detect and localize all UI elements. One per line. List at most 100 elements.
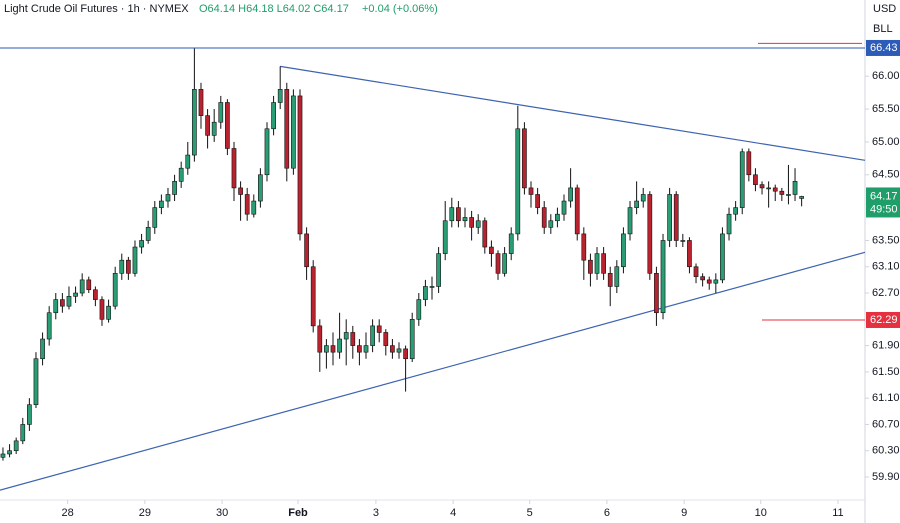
candle-body (73, 292, 78, 297)
candle-body (640, 194, 646, 202)
y-tick-label: 61.10 (872, 392, 900, 404)
candle-body (0, 453, 6, 458)
candle-body (79, 279, 85, 294)
x-tick-label: 5 (527, 507, 533, 519)
candle-body (720, 233, 725, 281)
x-tick-label: 11 (832, 507, 843, 519)
candle-body (766, 187, 771, 190)
x-tick-label: 10 (755, 507, 767, 519)
x-tick-label: 9 (681, 507, 687, 519)
candle-body (733, 207, 738, 215)
y-tick-label: 66.00 (872, 70, 900, 82)
candle-body (291, 95, 296, 169)
candle-body (211, 121, 217, 136)
candle-body (508, 233, 514, 254)
candle-body (739, 151, 745, 208)
candle-body (634, 200, 639, 208)
candle-body (172, 181, 177, 195)
candle-body (469, 217, 474, 228)
candle-body (409, 319, 415, 360)
candle-body (581, 233, 587, 261)
x-tick-label: Feb (288, 507, 308, 519)
candle-body (218, 102, 224, 123)
y-tick-label: 61.50 (872, 366, 900, 378)
candle-body (792, 181, 798, 195)
x-tick-label: 28 (62, 507, 74, 519)
candle-body (370, 325, 375, 346)
countdown: 49:50 (870, 203, 898, 215)
candle-body (502, 253, 507, 274)
y-tick-label: 63.50 (872, 234, 900, 246)
candle-body (706, 279, 712, 284)
candle-body (687, 240, 692, 268)
candle-body (522, 128, 527, 189)
candle-body (258, 174, 263, 202)
candle-body (192, 89, 197, 156)
candle-body (713, 279, 719, 284)
candle-body (423, 286, 428, 300)
candle-body (376, 325, 382, 333)
candle-body (93, 289, 98, 300)
candle-body (574, 187, 580, 235)
candle-body (297, 95, 303, 235)
candle-body (495, 253, 501, 274)
candle-body (548, 220, 554, 228)
y-tick-label: 65.50 (872, 103, 900, 115)
candle-body (271, 102, 276, 130)
candle-body (673, 194, 679, 241)
candle-body (621, 233, 626, 268)
candle-body (185, 154, 191, 169)
candle-body (607, 273, 613, 287)
candle-body (482, 220, 488, 248)
candle-body (145, 227, 151, 241)
candle-body (27, 404, 32, 425)
candle-body (205, 115, 210, 136)
candle-body (119, 259, 125, 274)
candle-body (304, 233, 309, 268)
candle-body (700, 276, 705, 281)
candle-body (86, 279, 92, 291)
candle-body (60, 299, 65, 307)
candle-body (528, 187, 534, 195)
candle-body (627, 207, 633, 235)
candle-body (33, 358, 39, 406)
level-box (866, 311, 900, 328)
y-tick-label: 63.10 (872, 261, 900, 273)
currency: USD (873, 3, 896, 15)
candle-body (462, 217, 468, 222)
unit: BLL (873, 23, 893, 35)
candle-body (264, 128, 270, 176)
candle-body (383, 332, 389, 346)
candle-body (53, 299, 59, 314)
candle-body (13, 440, 19, 452)
ohlc: O64.14 H64.18 L64.02 C64.17 (199, 3, 349, 15)
candle-body (568, 187, 573, 202)
candle-body (284, 89, 290, 169)
candle-body (277, 89, 283, 103)
candle-body (489, 246, 494, 254)
candle-body (225, 102, 230, 149)
candle-body (456, 207, 461, 222)
level-box (866, 39, 900, 56)
candle-body (165, 194, 171, 202)
candle-body (429, 286, 435, 288)
candle-body (396, 348, 402, 353)
candle-body (601, 253, 606, 274)
candle-body (106, 305, 111, 320)
candle-body (772, 187, 778, 192)
candle-body (555, 213, 560, 222)
y-tick-label: 59.90 (872, 471, 900, 483)
candle-body (251, 200, 257, 215)
candle-body (244, 194, 250, 215)
trendline (280, 65, 866, 161)
y-tick-label: 60.30 (872, 445, 900, 457)
symbol: Light Crude Oil Futures · 1h · NYMEX (4, 3, 189, 15)
candle-body (449, 207, 455, 222)
candle-body (324, 345, 329, 353)
candle-body (680, 240, 686, 242)
y-tick-label: 65.00 (872, 136, 900, 148)
candle-body (238, 187, 243, 195)
candle-body (99, 299, 105, 320)
candle-body (726, 213, 732, 235)
